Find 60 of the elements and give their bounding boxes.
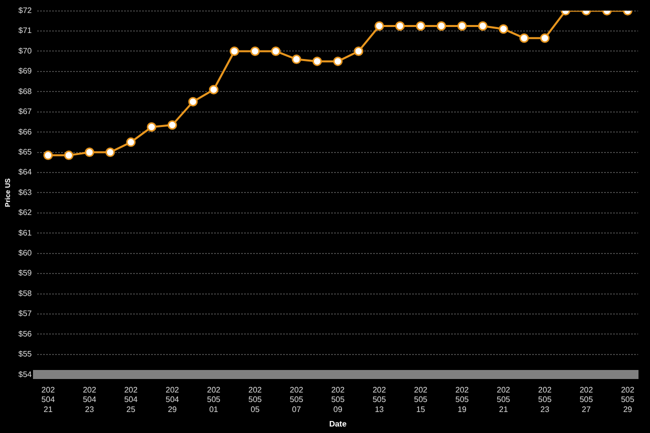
point: [312, 56, 322, 66]
point: [498, 24, 508, 34]
point: [292, 54, 302, 64]
point: [374, 21, 384, 31]
y-tick-label: $55: [18, 350, 32, 359]
x-tick-label: 20250509: [331, 386, 346, 414]
y-tick-label: $67: [18, 107, 32, 116]
y-tick-label: $71: [18, 26, 32, 36]
y-tick-label: $54: [18, 370, 32, 379]
y-tick-label: $63: [18, 188, 32, 197]
x-tick-label: 20250507: [290, 386, 304, 414]
x-tick-label: 20250523: [538, 386, 552, 414]
x-tick-label: 20250429: [166, 386, 180, 414]
point: [43, 150, 53, 160]
point: [64, 150, 74, 160]
point: [126, 137, 136, 147]
y-tick-label: $69: [18, 66, 32, 76]
y-tick-label: $68: [18, 86, 32, 96]
x-tick-label: 20250515: [414, 386, 428, 414]
point: [457, 21, 467, 31]
point: [436, 21, 446, 31]
x-tick-label: 20250527: [580, 386, 594, 414]
x-tick-label: 20250529: [620, 386, 635, 414]
y-tick-label: $59: [18, 268, 32, 278]
x-tick-label: 20250505: [248, 386, 262, 414]
point: [84, 148, 94, 158]
y-tick-label: $57: [18, 309, 32, 318]
point: [519, 33, 529, 43]
point: [105, 148, 115, 158]
point: [333, 56, 343, 66]
point: [416, 21, 426, 31]
point: [540, 33, 550, 43]
point: [250, 46, 260, 56]
x-tick-label: 20250513: [372, 386, 386, 414]
x-tick-label: 20250423: [82, 386, 97, 414]
y-tick-label: $62: [18, 208, 32, 218]
point: [478, 21, 488, 31]
y-tick-label: $70: [18, 46, 32, 56]
point: [230, 46, 240, 56]
point: [146, 122, 156, 132]
y-tick-label: $65: [18, 147, 32, 156]
point: [395, 21, 405, 31]
point: [208, 84, 218, 94]
point: [271, 46, 281, 56]
x-tick-label: 20250425: [124, 386, 138, 414]
point: [168, 120, 178, 130]
x-tick-label: 20250521: [496, 386, 511, 414]
y-tick-label: $56: [18, 329, 32, 338]
y-tick-label: $60: [18, 248, 32, 258]
x-tick-label: 20250421: [41, 386, 56, 414]
x-tick-label: 20250501: [207, 386, 221, 414]
y-tick-label: $66: [18, 127, 32, 136]
x-tick-label: 20250519: [455, 386, 470, 414]
point: [188, 97, 198, 106]
y-tick-label: $72: [18, 6, 32, 16]
point: [354, 46, 364, 56]
y-tick-label: $58: [18, 288, 32, 298]
y-tick-label: $61: [18, 228, 32, 238]
y-tick-label: $64: [18, 168, 32, 177]
x-axis-title: Date: [329, 419, 348, 428]
